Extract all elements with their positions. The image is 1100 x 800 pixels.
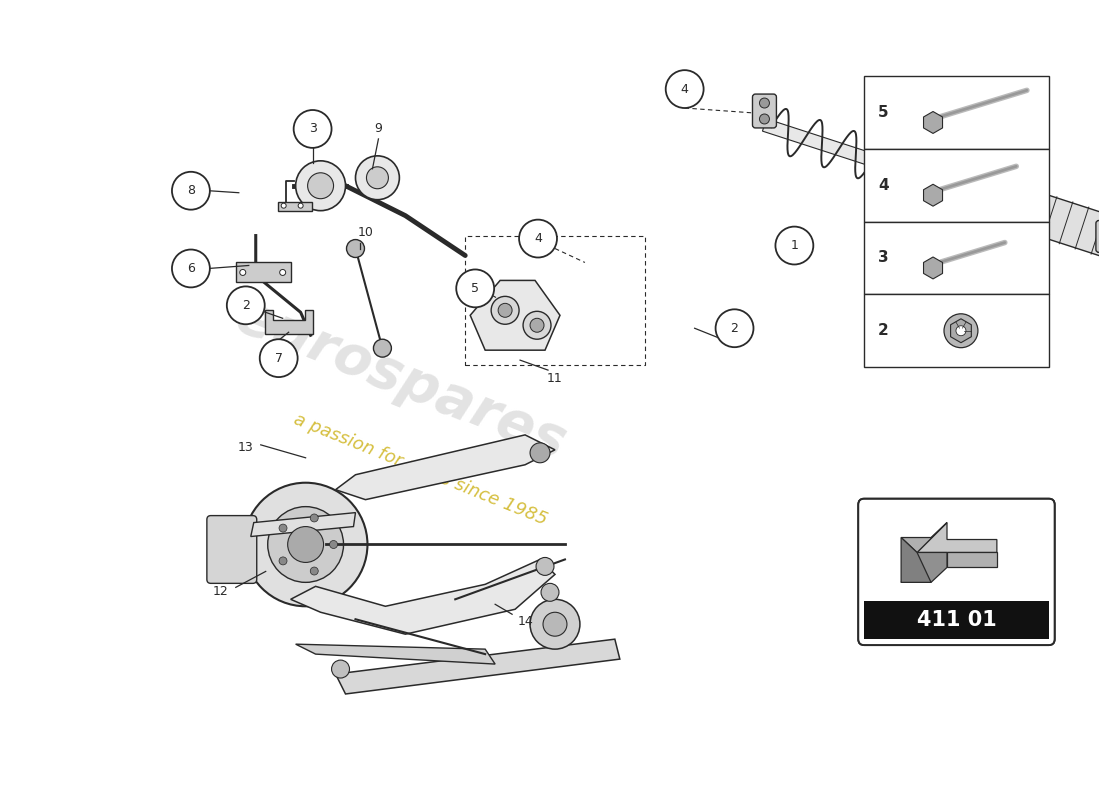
Polygon shape [901,522,947,553]
Circle shape [373,339,392,357]
Circle shape [456,270,494,307]
Circle shape [282,203,286,208]
Circle shape [530,443,550,462]
Circle shape [519,220,557,258]
Circle shape [298,203,304,208]
Polygon shape [1002,184,1100,256]
Polygon shape [251,513,355,537]
FancyBboxPatch shape [858,498,1055,645]
Text: 4: 4 [878,178,889,193]
Circle shape [227,286,265,324]
Circle shape [294,110,331,148]
Text: a passion for parts since 1985: a passion for parts since 1985 [290,410,550,529]
Text: 2: 2 [878,323,889,338]
Bar [865,602,1048,639]
Text: 411 01: 411 01 [916,610,997,630]
Text: 9: 9 [374,122,383,135]
Circle shape [759,98,769,108]
Circle shape [530,599,580,649]
Circle shape [331,660,350,678]
Circle shape [536,558,554,575]
Circle shape [666,70,704,108]
Circle shape [498,303,513,318]
Text: 3: 3 [878,250,889,266]
Polygon shape [950,318,971,342]
Circle shape [279,270,286,275]
Text: 3: 3 [309,122,317,135]
Circle shape [172,172,210,210]
FancyBboxPatch shape [1096,221,1100,252]
Circle shape [279,557,287,565]
Polygon shape [336,435,556,500]
Text: 5: 5 [471,282,480,295]
Circle shape [776,226,813,265]
Bar [865,294,1048,367]
Circle shape [956,326,966,336]
Polygon shape [924,111,943,134]
FancyBboxPatch shape [207,515,256,583]
Polygon shape [924,184,943,206]
Circle shape [244,482,367,606]
Circle shape [330,541,338,549]
Circle shape [296,161,345,210]
Text: 6: 6 [187,262,195,275]
Circle shape [172,250,210,287]
Circle shape [279,524,287,532]
Bar [865,222,1048,294]
Circle shape [288,526,323,562]
Polygon shape [762,118,900,174]
Polygon shape [296,644,495,664]
Polygon shape [947,553,997,567]
Text: 14: 14 [517,614,532,628]
Polygon shape [901,553,947,582]
Circle shape [541,583,559,602]
Text: 7: 7 [275,352,283,365]
Text: 13: 13 [238,442,254,454]
FancyBboxPatch shape [752,94,777,128]
Polygon shape [901,538,931,582]
Circle shape [716,310,754,347]
Text: 1: 1 [791,239,799,252]
Circle shape [260,339,298,377]
Circle shape [308,173,333,198]
Text: 5: 5 [878,105,889,120]
Text: 2: 2 [730,322,738,334]
Bar [865,149,1048,222]
Polygon shape [924,257,943,279]
Circle shape [491,296,519,324]
Circle shape [310,514,318,522]
Polygon shape [917,522,997,553]
Polygon shape [336,639,619,694]
Polygon shape [265,310,312,334]
Circle shape [240,270,245,275]
Circle shape [310,567,318,575]
Text: 4: 4 [681,82,689,95]
Text: eurospares: eurospares [228,290,573,471]
Circle shape [530,318,544,332]
Circle shape [355,156,399,200]
Bar [277,202,311,210]
Circle shape [524,311,551,339]
Circle shape [944,314,978,348]
Text: 12: 12 [213,585,229,598]
Circle shape [346,239,364,258]
Circle shape [267,506,343,582]
Circle shape [759,114,769,124]
Circle shape [366,167,388,189]
Text: 10: 10 [358,226,373,239]
Text: 4: 4 [535,232,542,245]
Text: 11: 11 [547,371,563,385]
Text: 2: 2 [242,299,250,312]
Polygon shape [470,281,560,350]
Polygon shape [290,559,556,634]
Bar [235,262,290,282]
Bar [865,76,1048,149]
Circle shape [543,612,566,636]
Text: 8: 8 [187,184,195,198]
